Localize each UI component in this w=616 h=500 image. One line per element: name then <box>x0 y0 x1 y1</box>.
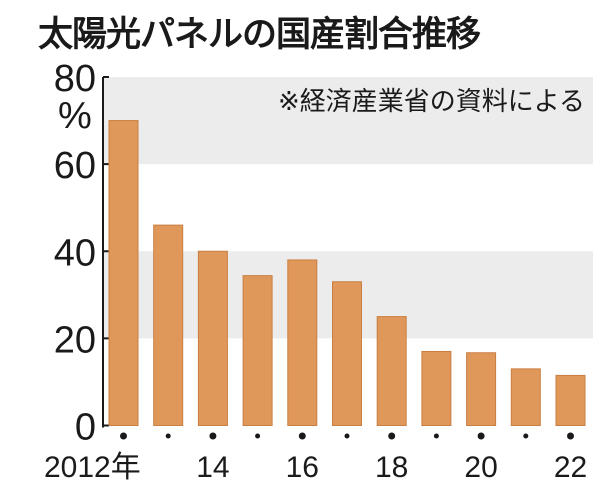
x-tick-label: 22 <box>554 451 587 484</box>
bar-2018 <box>376 316 407 426</box>
x-tick-dot <box>165 433 171 439</box>
y-axis-unit: % <box>58 95 92 137</box>
y-tick-label: 60 <box>54 145 96 187</box>
x-tick-label: 14 <box>196 451 229 484</box>
x-tick-dot <box>567 432 574 440</box>
x-tick-dot <box>523 433 529 439</box>
y-tick-label: 20 <box>54 319 96 361</box>
x-tick-label: 20 <box>464 451 497 484</box>
bar-2019 <box>421 350 452 427</box>
x-tick-dot <box>120 432 127 440</box>
x-tick-label: 2012年 <box>44 451 141 484</box>
x-tick-dot <box>344 433 350 439</box>
x-tick-dot <box>477 432 485 440</box>
x-tick-dot <box>209 432 217 440</box>
y-tick-label: 0 <box>75 407 96 449</box>
bar-2015 <box>242 275 273 426</box>
y-tick-label: 80 <box>54 58 96 100</box>
bar-2021 <box>510 368 541 426</box>
bar-2020 <box>466 352 497 426</box>
bar-2022 <box>555 374 586 427</box>
bar-2013 <box>153 224 184 426</box>
grid-band <box>103 77 593 165</box>
chart-title: 太陽光パネルの国産割合推移 <box>38 15 481 55</box>
bar-2012 <box>108 120 139 426</box>
x-tick-label: 18 <box>375 451 408 484</box>
y-tick-label: 40 <box>54 232 96 274</box>
bar-2016 <box>287 259 318 426</box>
bar-2014 <box>197 250 228 426</box>
bar-2017 <box>332 281 362 426</box>
source-note: ※経済産業省の資料による <box>278 87 585 117</box>
x-tick-dot <box>433 433 439 439</box>
x-tick-label: 16 <box>286 451 319 484</box>
x-tick-dot <box>255 433 261 439</box>
x-tick-dot <box>298 432 306 440</box>
x-tick-dot <box>388 432 396 440</box>
